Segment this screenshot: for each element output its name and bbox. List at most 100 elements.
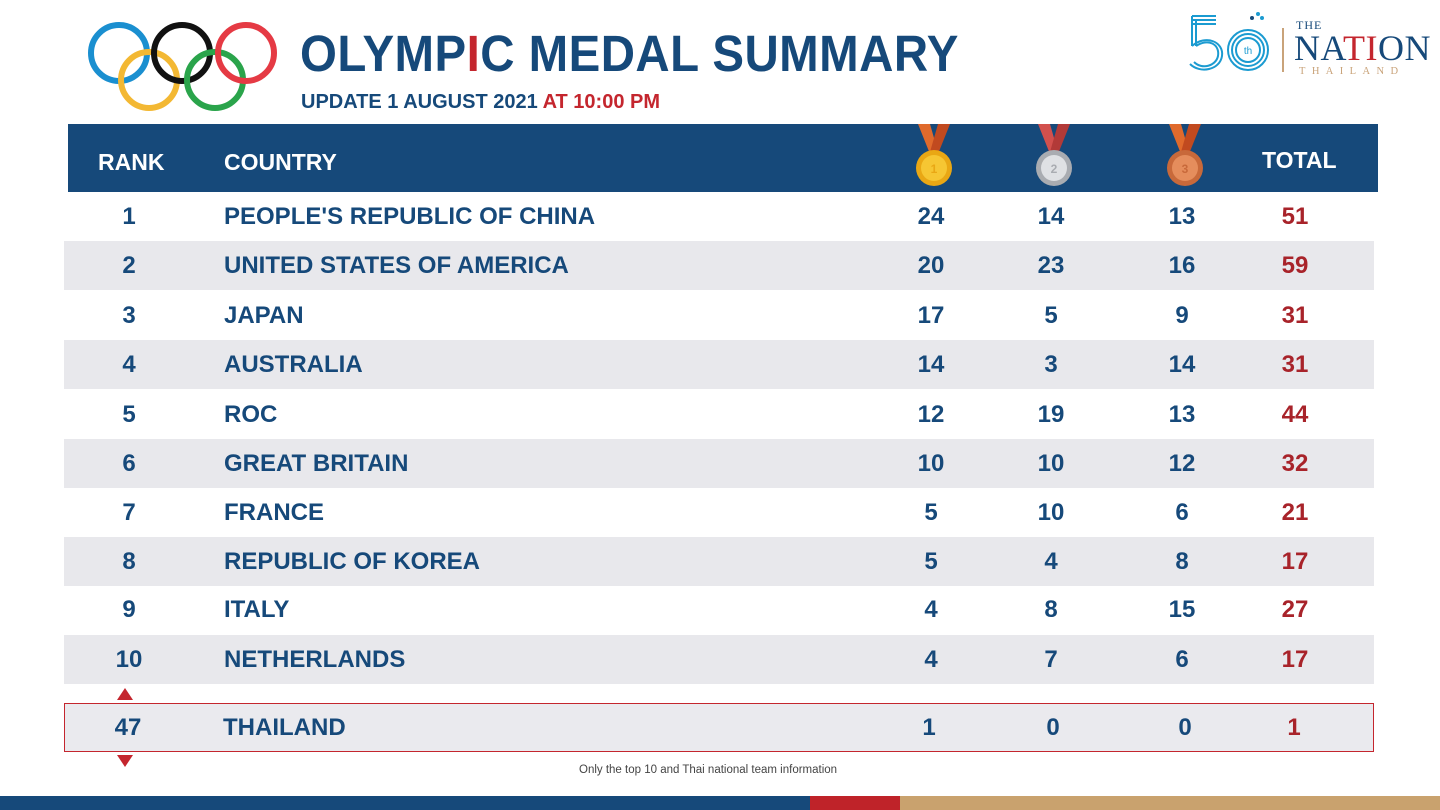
rank-cell: 8 xyxy=(122,547,136,575)
silver-count-cell: 8 xyxy=(1044,595,1058,623)
silver-count-cell: 5 xyxy=(1044,301,1058,329)
table-header: RANK COUNTRY 1 2 3 TOTAL xyxy=(68,124,1378,192)
rank-cell: 7 xyxy=(122,498,136,526)
rank-column-header: RANK xyxy=(98,149,165,175)
bronze-medal-icon: 3 xyxy=(1167,124,1203,186)
total-count-cell: 17 xyxy=(1281,645,1309,673)
thailand-highlight-row: 47 THAILAND 1 0 0 1 xyxy=(64,703,1374,752)
rank-up-arrow-icon xyxy=(117,688,133,700)
footer-stripe-gold xyxy=(900,796,1440,810)
gold-count-cell: 17 xyxy=(917,301,945,329)
country-cell: ROC xyxy=(224,400,278,428)
rank-cell: 4 xyxy=(122,350,136,378)
bronze-count-cell: 9 xyxy=(1175,301,1189,329)
footer-stripe-blue xyxy=(0,796,810,810)
total-count-cell: 17 xyxy=(1281,547,1309,575)
gold-count-cell: 4 xyxy=(924,595,938,623)
total-count-cell: 59 xyxy=(1281,251,1309,279)
silver-count-cell: 10 xyxy=(1037,449,1065,477)
gold-count-cell: 20 xyxy=(917,251,945,279)
svg-text:1: 1 xyxy=(931,162,938,176)
rank-cell: 9 xyxy=(122,595,136,623)
bronze-count-cell: 14 xyxy=(1168,350,1196,378)
country-cell: REPUBLIC OF KOREA xyxy=(224,547,481,575)
rank-cell: 2 xyxy=(122,251,136,279)
country-cell: JAPAN xyxy=(224,301,304,329)
bronze-count-cell: 6 xyxy=(1175,498,1189,526)
gold-count-cell: 12 xyxy=(917,400,945,428)
gold-count-cell: 24 xyxy=(917,202,945,230)
silver-count-cell: 10 xyxy=(1037,498,1065,526)
table-row: 8 REPUBLIC OF KOREA 5 4 8 17 xyxy=(64,537,1374,586)
table-row: 7 FRANCE 5 10 6 21 xyxy=(64,488,1374,537)
rank-cell: 6 xyxy=(122,449,136,477)
table-row: 2 UNITED STATES OF AMERICA 20 23 16 59 xyxy=(64,241,1374,290)
silver-count-cell: 0 xyxy=(1046,713,1060,741)
table-row: 4 AUSTRALIA 14 3 14 31 xyxy=(64,340,1374,389)
gold-count-cell: 4 xyxy=(924,645,938,673)
silver-count-cell: 7 xyxy=(1044,645,1058,673)
country-cell: ITALY xyxy=(224,595,290,623)
silver-count-cell: 14 xyxy=(1037,202,1065,230)
footnote: Only the top 10 and Thai national team i… xyxy=(579,764,838,776)
rank-cell: 5 xyxy=(122,400,136,428)
total-count-cell: 51 xyxy=(1281,202,1309,230)
bronze-count-cell: 13 xyxy=(1168,400,1196,428)
brand-the-text: THE xyxy=(1296,18,1323,32)
rank-cell: 1 xyxy=(122,202,136,230)
bronze-count-cell: 12 xyxy=(1168,449,1196,477)
silver-count-cell: 4 xyxy=(1044,547,1058,575)
gold-count-cell: 5 xyxy=(924,547,938,575)
rank-down-arrow-icon xyxy=(117,755,133,767)
brand-nation-text: NATION xyxy=(1294,28,1431,68)
bronze-count-cell: 6 xyxy=(1175,645,1189,673)
page-title: OLYMPIC MEDAL SUMMARY xyxy=(300,25,959,82)
total-count-cell: 31 xyxy=(1281,350,1309,378)
gold-count-cell: 14 xyxy=(917,350,945,378)
silver-medal-icon: 2 xyxy=(1036,124,1072,186)
olympic-rings-logo xyxy=(88,22,277,111)
total-count-cell: 21 xyxy=(1281,498,1309,526)
fifty-anniversary-icon: th xyxy=(1189,12,1269,71)
table-row: 6 GREAT BRITAIN 10 10 12 32 xyxy=(64,439,1374,488)
total-count-cell: 44 xyxy=(1281,400,1309,428)
rank-cell: 3 xyxy=(122,301,136,329)
rank-cell: 10 xyxy=(115,645,143,673)
footer-stripe-red xyxy=(810,796,900,810)
gold-count-cell: 10 xyxy=(917,449,945,477)
total-count-cell: 1 xyxy=(1287,713,1301,741)
svg-text:th: th xyxy=(1244,46,1252,57)
country-cell: AUSTRALIA xyxy=(224,350,363,378)
bronze-count-cell: 15 xyxy=(1168,595,1196,623)
total-count-cell: 31 xyxy=(1281,301,1309,329)
table-row: 3 JAPAN 17 5 9 31 xyxy=(64,291,1374,340)
bronze-count-cell: 0 xyxy=(1178,713,1192,741)
gold-medal-icon: 1 xyxy=(916,124,952,186)
country-cell: UNITED STATES OF AMERICA xyxy=(224,251,569,279)
silver-count-cell: 3 xyxy=(1044,350,1058,378)
update-timestamp: UPDATE 1 AUGUST 2021 AT 10:00 PM xyxy=(301,91,661,113)
table-row: 5 ROC 12 19 13 44 xyxy=(64,390,1374,439)
total-count-cell: 27 xyxy=(1281,595,1309,623)
silver-count-cell: 19 xyxy=(1037,400,1065,428)
table-row: 1 PEOPLE'S REPUBLIC OF CHINA 24 14 13 51 xyxy=(64,192,1374,241)
country-cell: GREAT BRITAIN xyxy=(224,449,409,477)
total-count-cell: 32 xyxy=(1281,449,1309,477)
rank-cell: 47 xyxy=(114,713,142,741)
brand-divider xyxy=(1282,28,1284,72)
country-column-header: COUNTRY xyxy=(224,149,337,175)
table-row: 10 NETHERLANDS 4 7 6 17 xyxy=(64,635,1374,684)
brand-thailand-text: THAILAND xyxy=(1299,66,1405,77)
country-cell: THAILAND xyxy=(223,713,346,741)
gold-count-cell: 5 xyxy=(924,498,938,526)
bronze-count-cell: 13 xyxy=(1168,202,1196,230)
table-row: 9 ITALY 4 8 15 27 xyxy=(64,585,1374,634)
bronze-count-cell: 8 xyxy=(1175,547,1189,575)
country-cell: PEOPLE'S REPUBLIC OF CHINA xyxy=(224,202,596,230)
bronze-count-cell: 16 xyxy=(1168,251,1196,279)
silver-count-cell: 23 xyxy=(1037,251,1065,279)
the-nation-logo: th THE NATION THAILAND xyxy=(1186,8,1432,78)
svg-text:3: 3 xyxy=(1182,162,1189,176)
gold-count-cell: 1 xyxy=(922,713,936,741)
svg-text:2: 2 xyxy=(1051,162,1058,176)
